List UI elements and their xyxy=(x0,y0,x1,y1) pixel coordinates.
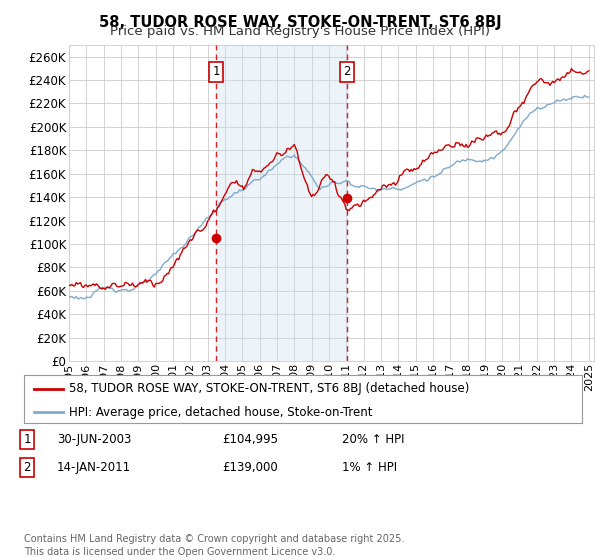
Text: 58, TUDOR ROSE WAY, STOKE-ON-TRENT, ST6 8BJ: 58, TUDOR ROSE WAY, STOKE-ON-TRENT, ST6 … xyxy=(98,15,502,30)
Text: 14-JAN-2011: 14-JAN-2011 xyxy=(57,461,131,474)
Text: 1: 1 xyxy=(23,433,31,446)
Text: 2: 2 xyxy=(23,461,31,474)
Text: 20% ↑ HPI: 20% ↑ HPI xyxy=(342,433,404,446)
Text: £104,995: £104,995 xyxy=(222,433,278,446)
Text: 1: 1 xyxy=(212,66,220,78)
Bar xyxy=(216,45,347,361)
Text: 2: 2 xyxy=(343,66,350,78)
Text: Contains HM Land Registry data © Crown copyright and database right 2025.
This d: Contains HM Land Registry data © Crown c… xyxy=(24,534,404,557)
Text: £139,000: £139,000 xyxy=(222,461,278,474)
Text: 58, TUDOR ROSE WAY, STOKE-ON-TRENT, ST6 8BJ (detached house): 58, TUDOR ROSE WAY, STOKE-ON-TRENT, ST6 … xyxy=(68,382,469,395)
Text: 30-JUN-2003: 30-JUN-2003 xyxy=(57,433,131,446)
Text: 1% ↑ HPI: 1% ↑ HPI xyxy=(342,461,397,474)
Text: Price paid vs. HM Land Registry's House Price Index (HPI): Price paid vs. HM Land Registry's House … xyxy=(110,25,490,38)
Text: HPI: Average price, detached house, Stoke-on-Trent: HPI: Average price, detached house, Stok… xyxy=(68,406,372,419)
